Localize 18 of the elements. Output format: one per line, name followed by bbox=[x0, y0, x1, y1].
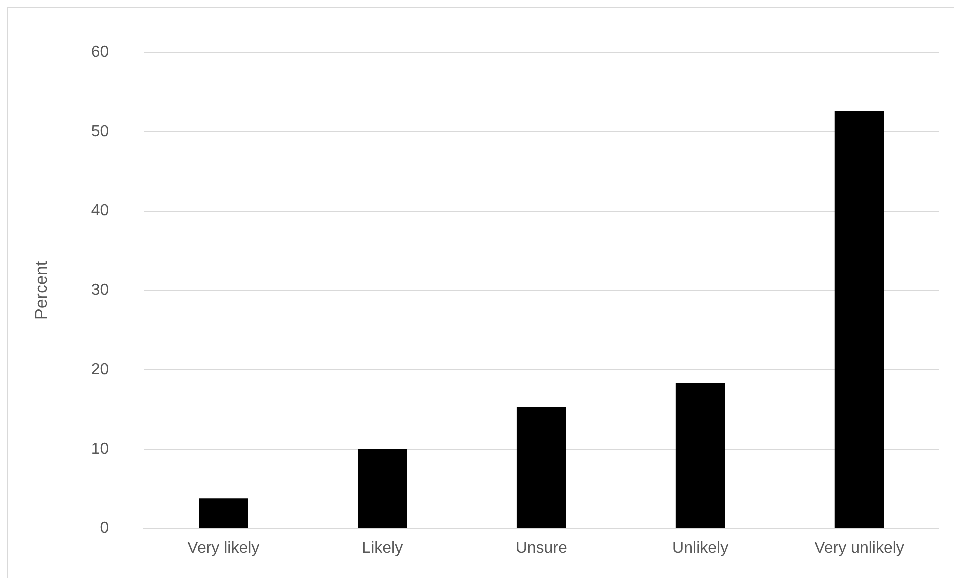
bar bbox=[834, 111, 884, 528]
bar bbox=[516, 407, 566, 528]
x-tick-label: Very unlikely bbox=[814, 540, 904, 557]
y-axis-title: Percent bbox=[32, 261, 51, 320]
x-tick-label: Very likely bbox=[188, 540, 260, 557]
bar bbox=[676, 384, 726, 528]
x-tick-label: Unsure bbox=[516, 540, 568, 557]
y-tick-label: 20 bbox=[91, 361, 110, 378]
y-tick-label: 60 bbox=[91, 44, 110, 62]
y-tick-label: 10 bbox=[91, 440, 110, 458]
x-tick-label: Likely bbox=[362, 540, 404, 557]
y-tick-label: 50 bbox=[91, 123, 110, 140]
x-tick-label: Unlikely bbox=[672, 540, 729, 557]
y-tick-label: 0 bbox=[100, 520, 110, 538]
y-tick-label: 40 bbox=[91, 202, 110, 220]
y-tick-label: 30 bbox=[91, 282, 110, 300]
bar bbox=[358, 449, 408, 528]
bar bbox=[199, 498, 248, 528]
